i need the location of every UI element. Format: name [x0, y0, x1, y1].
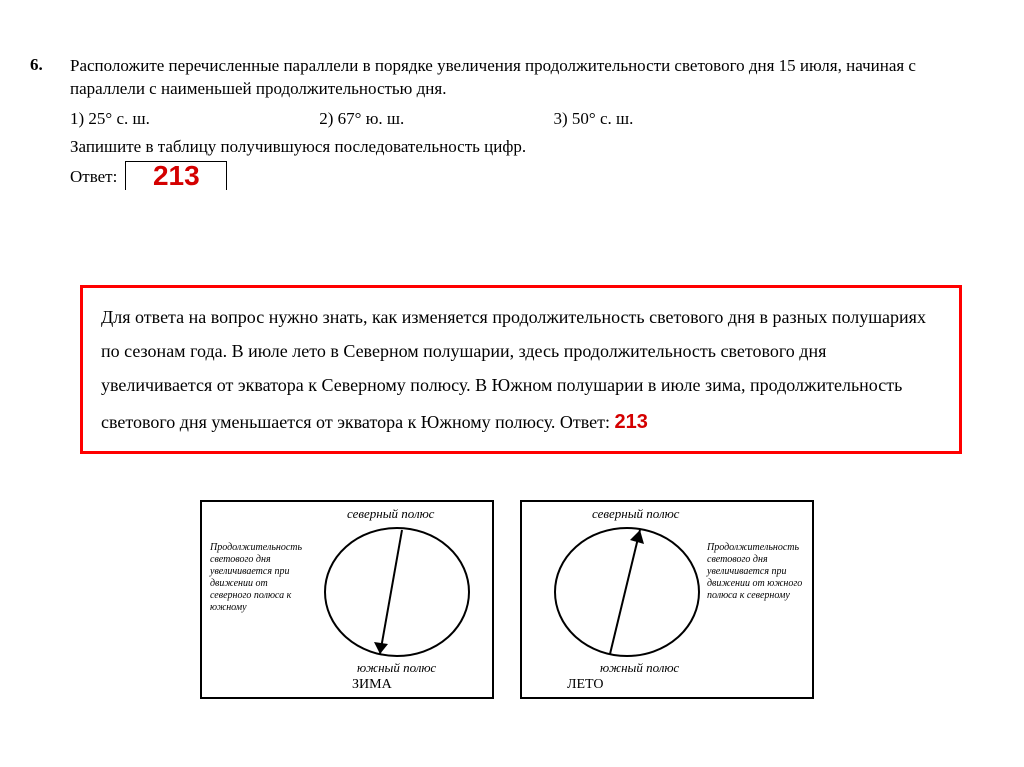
summer-circle — [555, 528, 699, 656]
instruction-text: Запишите в таблицу получившуюся последов… — [70, 137, 990, 157]
answer-box: 213 — [125, 161, 227, 190]
option-1: 1) 25° с. ш. — [70, 109, 315, 129]
winter-season-label: ЗИМА — [352, 677, 392, 693]
winter-circle — [325, 528, 469, 656]
question-text: Расположите перечисленные параллели в по… — [70, 55, 990, 101]
summer-arrow-line — [610, 530, 640, 654]
explanation-box: Для ответа на вопрос нужно знать, как из… — [80, 285, 962, 454]
summer-south-label: южный полюс — [600, 660, 679, 676]
answer-label: Ответ: — [70, 167, 117, 187]
winter-arrow-line — [380, 530, 402, 654]
answer-value: 213 — [153, 160, 200, 192]
option-3: 3) 50° с. ш. — [554, 109, 634, 129]
option-2: 2) 67° ю. ш. — [319, 109, 549, 129]
winter-south-label: южный полюс — [357, 660, 436, 676]
explanation-answer: 213 — [615, 411, 648, 433]
summer-globe-svg — [522, 502, 812, 682]
winter-arrow-head — [374, 642, 388, 654]
question-number: 6. — [30, 55, 43, 75]
summer-season-label: ЛЕТО — [567, 677, 604, 693]
diagrams-row: северный полюс Продолжительность светово… — [200, 500, 814, 699]
answer-row: Ответ: 213 — [70, 163, 990, 192]
diagram-summer: северный полюс Продолжительность светово… — [520, 500, 814, 699]
question-block: 6. Расположите перечисленные параллели в… — [30, 55, 990, 192]
winter-globe-svg — [202, 502, 492, 682]
options-row: 1) 25° с. ш. 2) 67° ю. ш. 3) 50° с. ш. — [70, 109, 990, 129]
explanation-text: Для ответа на вопрос нужно знать, как из… — [101, 307, 926, 432]
summer-arrow-head — [630, 530, 644, 544]
diagram-winter: северный полюс Продолжительность светово… — [200, 500, 494, 699]
